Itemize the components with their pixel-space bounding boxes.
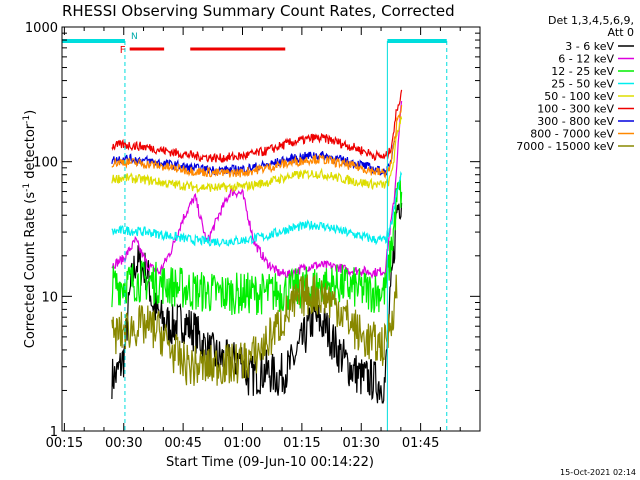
series-line-5: [111, 116, 403, 194]
y-axis-label: Corrected Count Rate (s-1 detector-1): [22, 110, 38, 348]
plot-frame: [61, 26, 481, 432]
y-label-end: ): [23, 110, 38, 115]
chart-title: RHESSI Observing Summary Count Rates, Co…: [62, 2, 455, 20]
series-line-7: [111, 140, 396, 177]
y-tick-label-3: 100: [33, 156, 58, 171]
x-tick-label-6: 01:30: [343, 436, 380, 451]
y-label-sup2: -1: [22, 115, 32, 124]
series-line-9: [111, 274, 398, 386]
axes: 00:15 00:30 00:45 01:00 01:15 01:30 01:45 1 10 10…: [25, 21, 480, 451]
y-tick-label-1: 1: [50, 425, 58, 440]
x-tick-label-4: 01:00: [224, 436, 261, 451]
y-tick-label-2: 10: [41, 290, 58, 305]
legend-label-5: 50 - 100 keV: [544, 90, 614, 103]
legend-label-3: 12 - 25 keV: [551, 65, 614, 78]
plot-area: NF: [61, 32, 448, 431]
y-label-main: Corrected Count Rate (s: [23, 192, 38, 349]
series-line-3: [111, 176, 403, 316]
x-tick-label-3: 00:45: [164, 436, 201, 451]
series-line-6: [111, 89, 403, 164]
legend-label-2: 6 - 12 keV: [558, 53, 614, 66]
series-line-8: [111, 105, 403, 180]
flare-flag-label: F: [120, 45, 126, 56]
night-flag-label: N: [131, 32, 138, 42]
legend-label-1: 3 - 6 keV: [565, 40, 614, 53]
x-tick-label-1: 00:15: [46, 436, 83, 451]
x-tick-label-2: 00:30: [105, 436, 142, 451]
y-tick-label-4: 1000: [25, 21, 58, 36]
legend-label-9: 7000 - 15000 keV: [516, 140, 614, 153]
series-line-4: [111, 170, 403, 248]
legend-label-8: 800 - 7000 keV: [530, 128, 614, 141]
legend-header-1: Det 1,3,4,5,6,9,: [548, 14, 634, 27]
legend-header-2: Att 0: [608, 26, 634, 39]
date-stamp: 15-Oct-2021 02:14: [560, 468, 636, 477]
x-tick-label-7: 01:45: [402, 436, 439, 451]
y-label-mid: detector: [23, 123, 38, 183]
series-line-2: [111, 101, 403, 279]
y-label-sup1: -1: [22, 183, 32, 192]
legend-label-6: 100 - 300 keV: [537, 103, 614, 116]
x-tick-label-5: 01:15: [283, 436, 320, 451]
series-line-1: [111, 202, 403, 404]
legend-label-7: 300 - 800 keV: [537, 115, 614, 128]
x-axis-label: Start Time (09-Jun-10 00:14:22): [166, 455, 374, 470]
legend-label-4: 25 - 50 keV: [551, 78, 614, 91]
